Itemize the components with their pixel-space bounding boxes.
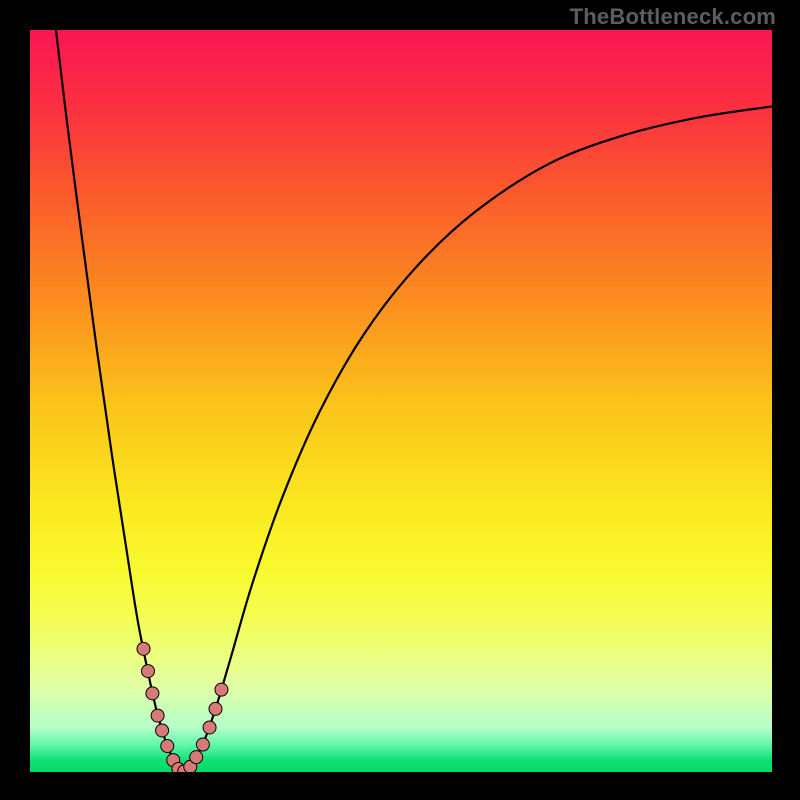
data-marker	[215, 683, 228, 696]
data-marker	[203, 721, 216, 734]
data-marker	[209, 702, 222, 715]
data-marker	[196, 738, 209, 751]
chart-svg	[30, 30, 772, 772]
data-marker	[161, 740, 174, 753]
chart-frame: TheBottleneck.com	[0, 0, 800, 800]
chart-background	[30, 30, 772, 772]
data-marker	[156, 724, 169, 737]
data-marker	[137, 642, 150, 655]
watermark-text: TheBottleneck.com	[570, 4, 776, 30]
data-marker	[190, 751, 203, 764]
data-marker	[141, 665, 154, 678]
data-marker	[151, 709, 164, 722]
plot-area	[30, 30, 772, 772]
data-marker	[146, 687, 159, 700]
